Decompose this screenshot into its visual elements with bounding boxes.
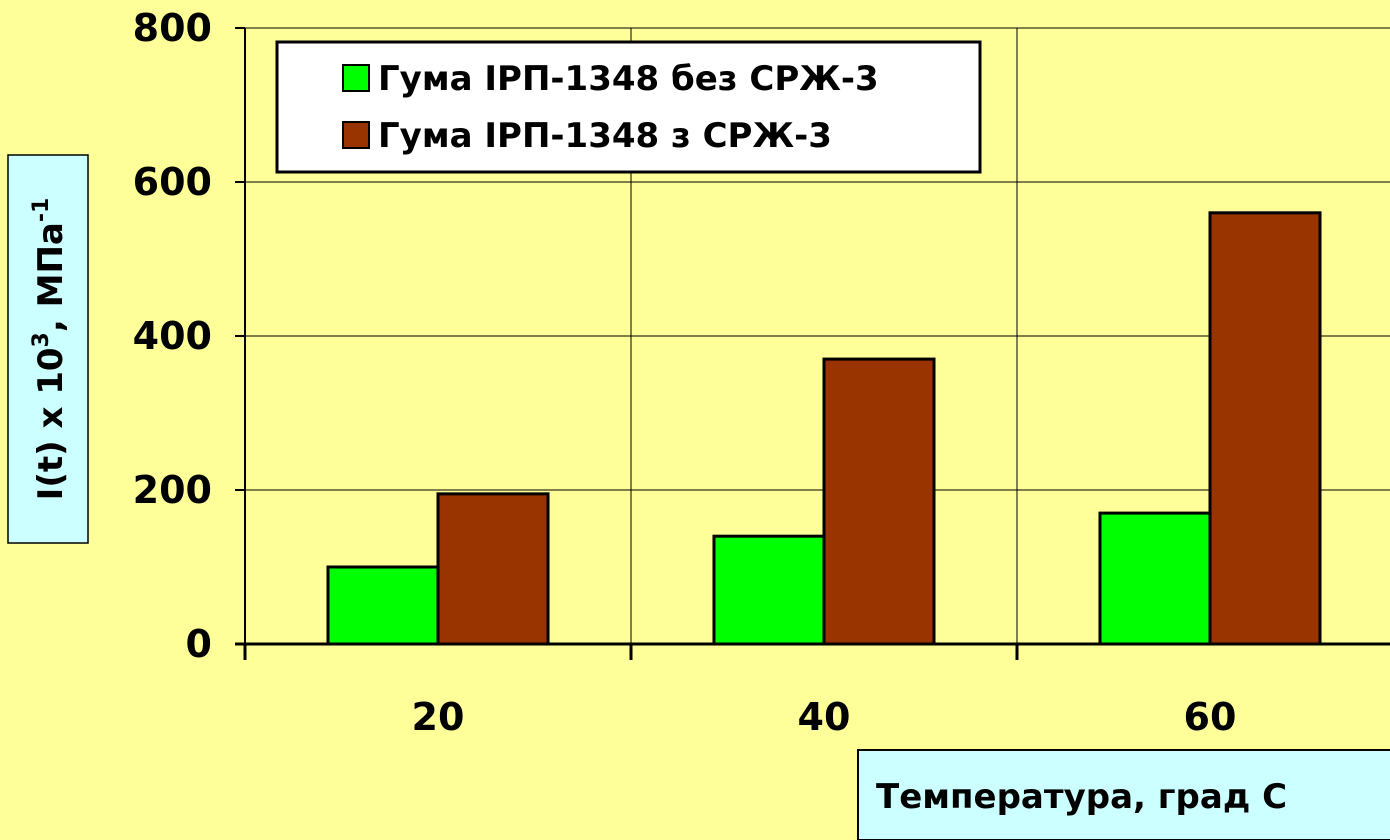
bar <box>326 565 440 646</box>
bar <box>1098 511 1212 646</box>
legend-label: Гума ІРП-1348 з СРЖ-3 <box>378 116 832 156</box>
y-label-part: , МПа <box>31 222 71 332</box>
axes: 0 200 400 600 800 20 40 60 <box>133 6 1390 739</box>
y-tick-label: 600 <box>133 160 212 204</box>
y-label-box <box>7 154 89 544</box>
x-tick-label: 60 <box>1184 695 1237 739</box>
bar <box>436 492 550 646</box>
y-label-superscript: 3 <box>29 332 54 347</box>
x-label-box <box>857 749 1390 840</box>
y-tick-label: 800 <box>133 6 212 50</box>
y-axis-label: I(t) x 103, МПа-1 <box>29 198 71 501</box>
legend-swatch <box>342 121 370 149</box>
legend: Гума ІРП-1348 без СРЖ-3 Гума ІРП-1348 з С… <box>275 40 982 174</box>
x-axis-label: Температура, град С <box>876 777 1287 817</box>
legend-label: Гума ІРП-1348 без СРЖ-3 <box>378 59 879 99</box>
y-label-superscript: -1 <box>29 198 54 222</box>
y-tick-label: 400 <box>133 314 212 358</box>
y-label-part: I(t) x 10 <box>31 347 71 500</box>
bars <box>326 211 1322 646</box>
legend-swatch <box>342 64 370 92</box>
legend-box <box>275 40 982 174</box>
bar <box>1208 211 1322 646</box>
bar <box>822 357 936 646</box>
bar <box>712 534 826 646</box>
x-tick-label: 40 <box>798 695 851 739</box>
x-tick-label: 20 <box>412 695 465 739</box>
y-tick-label: 0 <box>186 622 212 666</box>
grid <box>245 27 1390 644</box>
y-tick-label: 200 <box>133 468 212 512</box>
